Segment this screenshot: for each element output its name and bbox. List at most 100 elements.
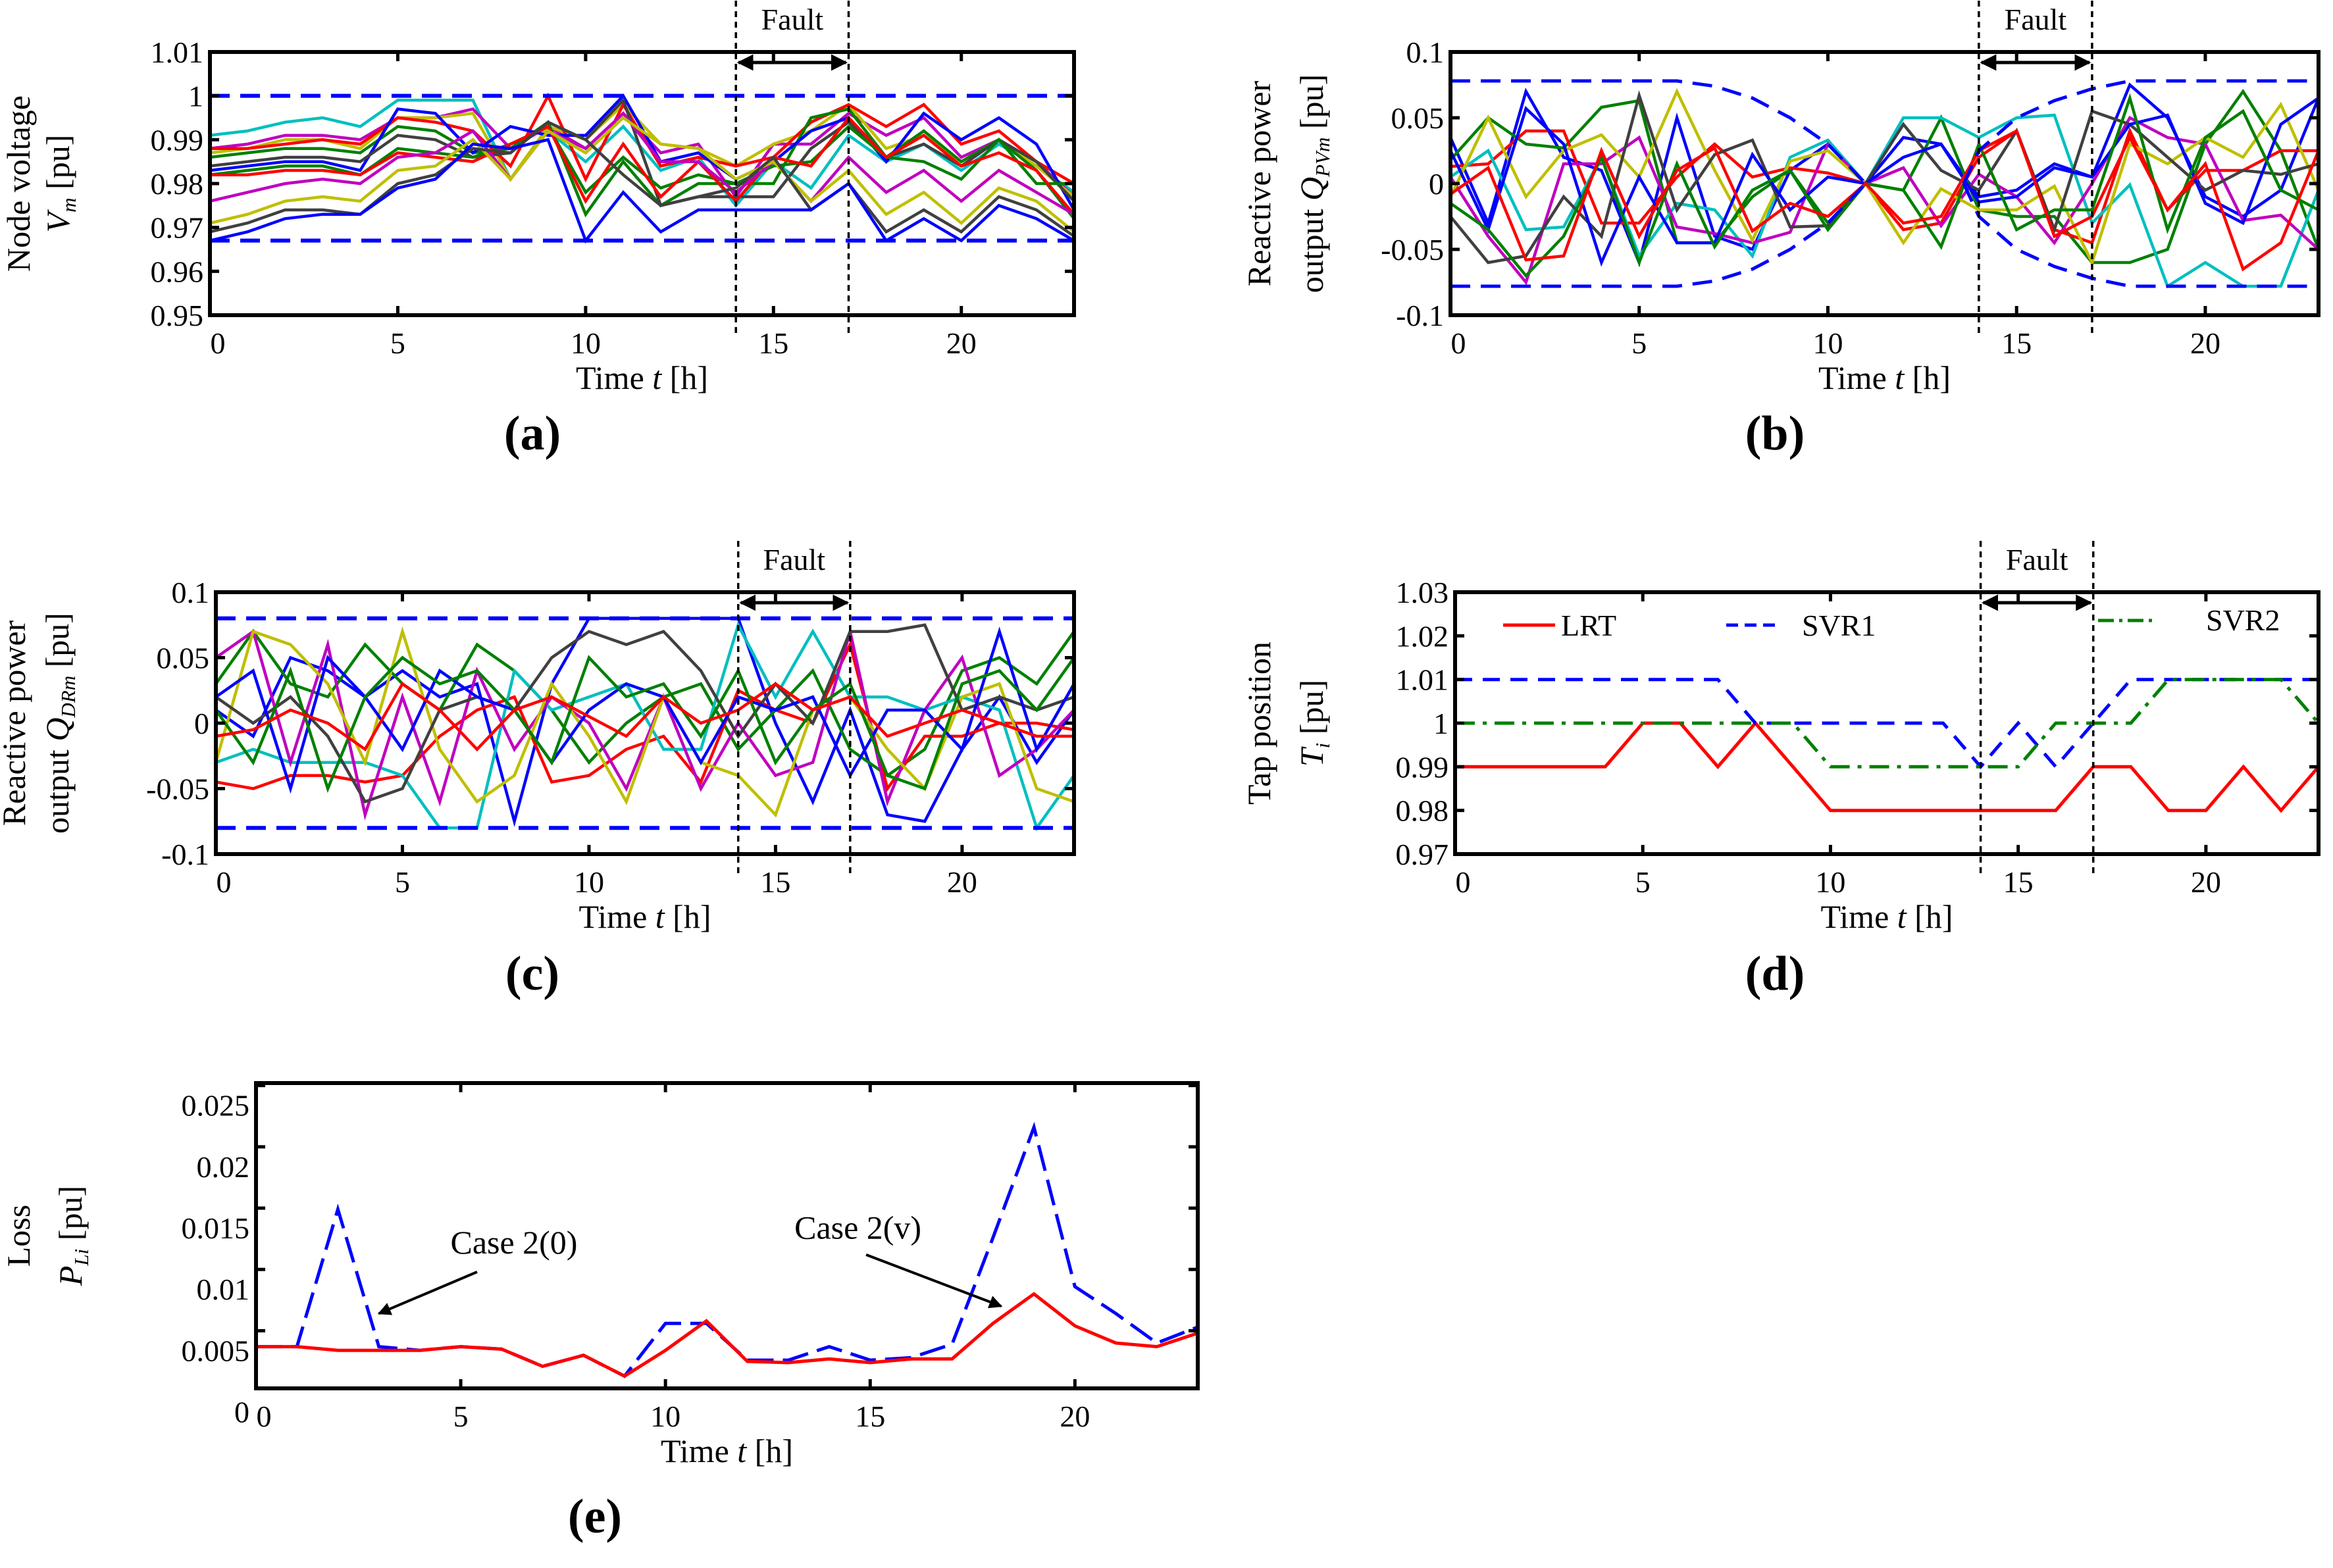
x-axis-label: Time t [h] [661,1432,793,1469]
series-line-pv-10 [1450,128,2319,272]
y-tick-label: 0.98 [151,167,204,201]
label-post: [h] [665,898,711,935]
annotation-label: Case 2(0) [450,1224,577,1261]
panel-label: (c) [505,947,559,1001]
x-tick-label: 20 [2191,865,2221,899]
series-line-node-5 [210,107,1074,220]
y-axis-label-line1: Reactive power [1241,80,1277,286]
x-tick-label: 15 [2001,326,2032,360]
panel-label: (b) [1745,407,1805,461]
x-tick-label: 5 [1635,865,1651,899]
x-tick-label: 10 [571,326,601,360]
annotation-arrow [377,1271,478,1315]
series-line-pv-5 [1450,116,2319,286]
y-tick-label: -0.1 [1396,299,1444,332]
series-line-dr-9 [216,655,1074,794]
y-tick-label: 0.005 [182,1334,250,1367]
label-sym: T [1293,746,1330,767]
y-tick-label: 0.02 [197,1150,250,1184]
series-line-svr2 [1455,678,2319,769]
y-tick-label: 0.015 [182,1211,250,1245]
series-line-pv-6 [1450,88,2319,266]
y-axis-label-line1: Node voltage [0,95,37,272]
series-line-node-13 [210,138,1074,244]
x-tick-label: 15 [758,326,788,360]
label-pre: output [1293,201,1330,293]
label-pre: Time [1818,359,1895,396]
x-tick-label: 20 [2190,326,2220,360]
x-tick-label: 0 [217,865,232,899]
fault-label: Fault [761,3,824,36]
y-tick-label: -0.1 [161,838,209,871]
series-line-node-9 [210,115,1074,216]
y-tick-label: 0.97 [151,211,204,245]
y-axis-label-line2: Ti [pu] [1293,680,1334,767]
label-sub: PVm [1311,138,1334,178]
x-axis-label: Time t [h] [576,359,708,396]
y-tick-label: 0.98 [1396,794,1449,828]
legend: LRT SVR1 SVR2 [1503,603,2280,642]
label-pre: Time [1821,898,1897,935]
label-sym: V [39,209,76,232]
y-axis-label-line2: output QDRm [pu] [39,613,80,834]
series-line-dr-10 [216,682,1074,752]
y-tick-label: 1 [188,80,203,113]
label-sub: m [57,197,80,212]
y-tick-label: 0.95 [151,299,204,332]
label-post: [pu] [1293,680,1330,743]
y-tick-label: 0.99 [1396,750,1449,784]
label-sub: DRm [57,676,80,719]
x-tick-label: 5 [1631,326,1647,360]
series-line-node-7 [210,97,1074,207]
series-line-pv-8 [1450,97,2319,267]
label-post: [pu] [39,613,76,676]
plot-area [210,92,1074,244]
label-sub: i [1311,743,1334,749]
series-line-dr-5 [216,629,1074,821]
series-line-node-11 [210,116,1074,234]
y-tick-label: 0.1 [1406,36,1445,69]
y-tick-label: 1.02 [1396,619,1449,653]
x-tick-label: 20 [947,865,977,899]
label-pre: output [39,742,76,834]
legend-label-svr1: SVR1 [1802,609,1876,642]
label-post: [pu] [52,1186,89,1249]
axes-frame [254,1081,1200,1390]
label-sym: P [52,1266,89,1287]
y-tick-label: 0.025 [182,1089,250,1123]
y-tick-label: 0.99 [151,123,204,157]
series-line-case-2-0- [256,1121,1198,1378]
y-axis-label-line2: output QPVm [pu] [1293,74,1334,293]
x-tick-label: 15 [2003,865,2034,899]
y-tick-label: 0.05 [1391,101,1445,135]
label-sym: Q [39,718,76,742]
plot-area [216,616,1074,832]
y-tick-label: 0 [234,1396,249,1429]
plot-area [256,1121,1198,1378]
x-tick-label: 10 [574,865,604,899]
x-tick-label: 0 [211,326,226,360]
panel-label: (a) [504,407,561,461]
panel-b: 0 5 10 15 20 -0.1 -0.05 0 0.05 0.1 Time t [h] React… [1241,1,2320,461]
label-post: [h] [1907,898,1953,935]
x-tick-label: 0 [257,1400,272,1433]
y-tick-label: 0.05 [157,642,210,675]
fault-label: Fault [2006,543,2068,576]
series-line-node-10 [210,111,1074,216]
label-sym: Q [1293,177,1330,201]
y-tick-label: 1 [1433,707,1449,740]
label-sub: Li [70,1249,93,1267]
x-tick-label: 5 [390,326,405,360]
panel-label: (e) [568,1490,622,1544]
y-axis-label-line2: PLi [pu] [52,1186,93,1286]
y-tick-label: 0.97 [1396,838,1449,871]
x-tick-label: 0 [1456,865,1471,899]
x-tick-label: 15 [760,865,790,899]
x-axis-label: Time t [h] [1821,898,1953,935]
x-tick-label: 10 [650,1400,680,1433]
x-tick-label: 10 [1812,326,1843,360]
label-sym: t [1895,359,1905,396]
x-tick-label: 0 [1451,326,1466,360]
panel-label: (d) [1745,947,1805,1001]
